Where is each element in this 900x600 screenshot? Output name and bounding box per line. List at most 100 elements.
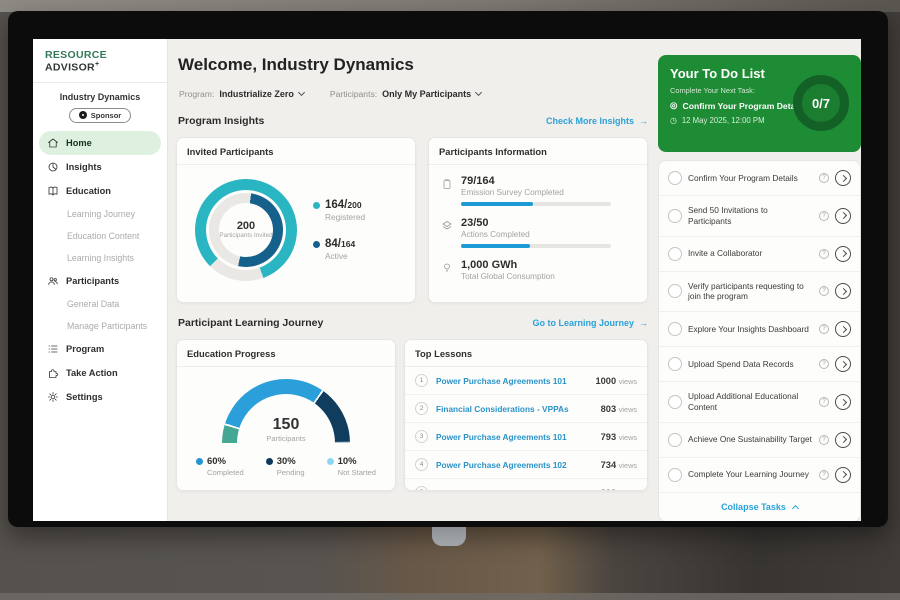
lesson-title-link[interactable]: Power Purchase Agreements 102 [436,460,593,470]
stat-label: Total Global Consumption [461,272,555,281]
legend-value: 60% [207,456,244,467]
program-icon [47,343,59,355]
participants-filter-label: Participants: [330,89,377,99]
org-name: Industry Dynamics [33,92,167,102]
todo-task-item[interactable]: Invite a Collaborator? [659,237,860,272]
sidebar-item-label: Settings [66,392,103,402]
task-checkbox[interactable] [668,247,682,261]
todo-task-item[interactable]: Explore Your Insights Dashboard? [659,312,860,347]
sidebar-item-education-content[interactable]: Education Content [33,225,167,247]
sidebar-item-take-action[interactable]: Take Action [33,361,167,385]
progress-fill [461,244,530,248]
help-icon[interactable]: ? [819,249,829,259]
program-filter[interactable]: Program: Industrialize Zero [179,89,304,99]
chevron-right-icon[interactable] [835,170,851,186]
help-icon[interactable]: ? [819,359,829,369]
todo-task-item[interactable]: Verify participants requesting to join t… [659,272,860,313]
chevron-down-icon [475,89,482,96]
todo-task-item[interactable]: Confirm Your Program Details? [659,161,860,196]
help-icon[interactable]: ? [819,470,829,480]
stats-list: 79/164 Emission Survey Completed 23/50 A… [429,165,647,291]
todo-task-item[interactable]: Achieve One Sustainability Target? [659,423,860,458]
task-label: Upload Additional Educational Content [688,391,813,413]
task-checkbox[interactable] [668,284,682,298]
sidebar-item-general-data[interactable]: General Data [33,293,167,315]
legend-label: Registered [325,212,365,222]
help-icon[interactable]: ? [819,397,829,407]
chevron-right-icon[interactable] [835,432,851,448]
legend-value: 10% [338,456,376,467]
todo-hero-card: Your To Do List Complete Your Next Task:… [658,55,861,152]
sidebar-item-program[interactable]: Program [33,337,167,361]
sidebar-item-manage-participants[interactable]: Manage Participants [33,315,167,337]
take-action-icon [47,367,59,379]
chevron-down-icon [298,89,305,96]
lesson-views-count: 803 [601,404,617,414]
sidebar-item-insights[interactable]: Insights [33,155,167,179]
todo-task-item[interactable]: Upload Additional Educational Content? [659,382,860,423]
help-icon[interactable]: ? [819,211,829,221]
task-checkbox[interactable] [668,209,682,223]
donut-chart-area: 200 Participants Invited 164/200 Registe… [177,165,415,295]
arrow-right-icon: → [639,116,648,126]
lesson-title-link[interactable]: Financial Considerations - VPPAs [436,404,593,414]
gauge-center-value: 150 [222,416,350,434]
todo-task-item[interactable]: Send 50 Invitations to Participants? [659,196,860,237]
legend-total: 164 [341,239,355,249]
lesson-title-link[interactable]: Power Purchase Agreements 101 [436,376,587,386]
chevron-right-icon[interactable] [835,467,851,483]
sponsor-icon [79,111,87,119]
todo-tasks-card: Confirm Your Program Details?Send 50 Inv… [658,160,861,521]
actions-icon [441,220,453,232]
help-icon[interactable]: ? [819,286,829,296]
bulb-icon [441,262,453,274]
lesson-views-label: views [619,405,637,414]
stat-emission-survey: 79/164 Emission Survey Completed [441,175,635,206]
task-checkbox[interactable] [668,468,682,482]
lesson-title-link[interactable]: Power Purchase Agreements 103 [436,488,593,492]
sidebar-item-learning-insights[interactable]: Learning Insights [33,247,167,269]
chevron-right-icon[interactable] [835,283,851,299]
arrow-right-icon: → [639,318,648,328]
go-to-learning-journey-link[interactable]: Go to Learning Journey → [532,318,648,328]
task-label: Explore Your Insights Dashboard [688,324,813,335]
sidebar-item-education[interactable]: Education [33,179,167,203]
sponsor-badge[interactable]: Sponsor [69,108,131,123]
sidebar-item-label: Learning Journey [67,209,135,219]
task-checkbox[interactable] [668,171,682,185]
legend-value: 84/ [325,238,341,250]
task-checkbox[interactable] [668,395,682,409]
chevron-right-icon[interactable] [835,356,851,372]
sidebar-item-learning-journey[interactable]: Learning Journey [33,203,167,225]
participants-filter[interactable]: Participants: Only My Participants [330,89,481,99]
task-checkbox[interactable] [668,322,682,336]
legend-completed: 60% Completed [196,456,244,477]
sidebar-item-participants[interactable]: Participants [33,269,167,293]
todo-task-item[interactable]: Complete Your Learning Journey? [659,458,860,493]
collapse-tasks-link[interactable]: Collapse Tasks [659,493,860,521]
stat-label: Emission Survey Completed [461,188,611,197]
lesson-views-label: views [619,489,637,492]
todo-task-item[interactable]: Upload Spend Data Records? [659,347,860,382]
collapse-label: Collapse Tasks [721,502,786,512]
lesson-views-label: views [619,433,637,442]
lesson-title-link[interactable]: Power Purchase Agreements 101 [436,432,593,442]
sidebar-item-home[interactable]: Home [39,131,161,155]
lesson-row: 2 Financial Considerations - VPPAs 803 v… [405,395,647,423]
help-icon[interactable]: ? [819,435,829,445]
chevron-right-icon[interactable] [835,321,851,337]
help-icon[interactable]: ? [819,173,829,183]
chevron-right-icon[interactable] [835,208,851,224]
task-checkbox[interactable] [668,357,682,371]
legend-value: 164/ [325,199,347,211]
sidebar-item-settings[interactable]: Settings [33,385,167,409]
check-more-insights-link[interactable]: Check More Insights → [546,116,648,126]
task-label: Confirm Your Program Details [688,173,813,184]
help-icon[interactable]: ? [819,324,829,334]
lesson-rank: 5 [415,486,428,491]
chevron-right-icon[interactable] [835,394,851,410]
monitor-bezel: RESOURCE ADVISOR+ Industry Dynamics Spon… [8,11,888,527]
task-label: Verify participants requesting to join t… [688,281,813,303]
task-checkbox[interactable] [668,433,682,447]
chevron-right-icon[interactable] [835,246,851,262]
